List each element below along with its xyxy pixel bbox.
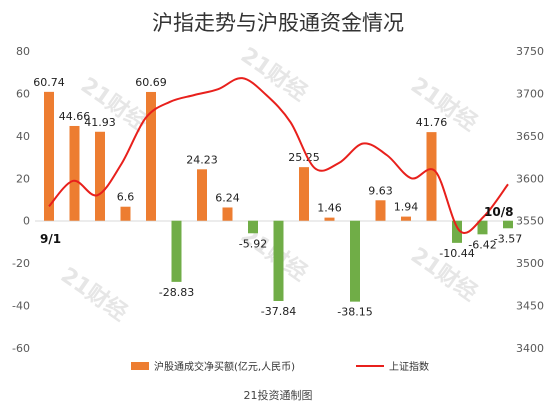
- bar-2: [95, 131, 105, 221]
- left-tick-label-6: -40: [12, 300, 30, 313]
- right-tick-label-1: 3700: [516, 87, 544, 100]
- bar-18: [503, 220, 513, 229]
- left-tick-label-5: -20: [12, 257, 30, 270]
- bar-16: [452, 220, 462, 243]
- bar-15: [426, 132, 437, 221]
- watermark-1: 21财经: [236, 42, 312, 106]
- bar-14: [401, 216, 411, 221]
- bar-label-10: 25.25: [288, 151, 320, 164]
- right-tick-label-3: 3600: [516, 172, 544, 185]
- bar-label-17: -6.42: [468, 238, 496, 251]
- bar-label-1: 44.66: [59, 110, 91, 123]
- bar-label-3: 6.6: [117, 191, 135, 204]
- bar-label-6: 24.23: [186, 153, 218, 166]
- left-tick-label-2: 40: [16, 130, 30, 143]
- bar-0: [44, 91, 54, 221]
- legend-label-bar: 沪股通成交净买额(亿元,人民币): [154, 360, 295, 373]
- watermark-3: 21财经: [56, 262, 132, 326]
- bar-12: [350, 220, 360, 302]
- bar-7: [222, 207, 233, 221]
- bar-10: [299, 167, 309, 221]
- bar-17: [477, 220, 488, 235]
- date-label-start: 9/1: [40, 232, 61, 246]
- right-tick-label-2: 3650: [516, 130, 544, 143]
- bar-label-5: -28.83: [159, 286, 194, 299]
- bar-label-18: -3.57: [494, 232, 522, 245]
- bar-9: [273, 220, 284, 301]
- right-axis: 3750 3700 3650 3600 3550 3500 3450 3400: [516, 45, 544, 355]
- right-tick-label-4: 3550: [516, 215, 544, 228]
- legend: 沪股通成交净买额(亿元,人民币) 上证指数: [131, 360, 429, 373]
- bar-label-16: -10.44: [439, 247, 474, 260]
- bar-label-15: 41.76: [416, 116, 448, 129]
- bar-label-13: 9.63: [368, 184, 393, 197]
- bar-series: [44, 91, 513, 302]
- bar-5: [171, 220, 182, 282]
- left-tick-label-1: 60: [16, 87, 30, 100]
- bar-8: [248, 220, 258, 234]
- bar-label-0: 60.74: [33, 76, 65, 89]
- bar-4: [146, 91, 156, 221]
- right-tick-label-7: 3400: [516, 342, 544, 355]
- index-line: [48, 77, 509, 234]
- bar-label-4: 60.69: [135, 76, 167, 89]
- bar-label-14: 1.94: [394, 201, 419, 214]
- right-tick-label-5: 3500: [516, 257, 544, 270]
- watermark-layer: 21财经21财经21财经21财经21财经21财经: [56, 42, 482, 326]
- bar-label-8: -5.92: [239, 237, 267, 250]
- chart-title: 沪指走势与沪股通资金情况: [152, 11, 404, 35]
- left-axis: 80 60 40 20 0 -20 -40 -60: [12, 45, 30, 355]
- date-label-end: 10/8: [484, 205, 513, 219]
- bar-6: [197, 169, 207, 221]
- bar-3: [120, 206, 131, 221]
- bar-label-9: -37.84: [261, 305, 296, 318]
- bar-label-11: 1.46: [317, 202, 342, 215]
- bar-label-7: 6.24: [215, 191, 240, 204]
- bar-11: [324, 217, 335, 221]
- bar-label-12: -38.15: [337, 306, 372, 319]
- bar-label-2: 41.93: [84, 116, 116, 129]
- left-tick-label-3: 20: [16, 172, 30, 185]
- right-tick-label-0: 3750: [516, 45, 544, 58]
- credit-text: 21投资通制图: [244, 388, 313, 402]
- left-tick-label-0: 80: [16, 45, 30, 58]
- bar-13: [375, 200, 386, 221]
- bar-1: [69, 125, 80, 221]
- right-tick-label-6: 3450: [516, 300, 544, 313]
- legend-label-line: 上证指数: [389, 360, 429, 373]
- legend-swatch-bar: [131, 362, 149, 370]
- left-tick-label-7: -60: [12, 342, 30, 355]
- left-tick-label-4: 0: [23, 215, 30, 228]
